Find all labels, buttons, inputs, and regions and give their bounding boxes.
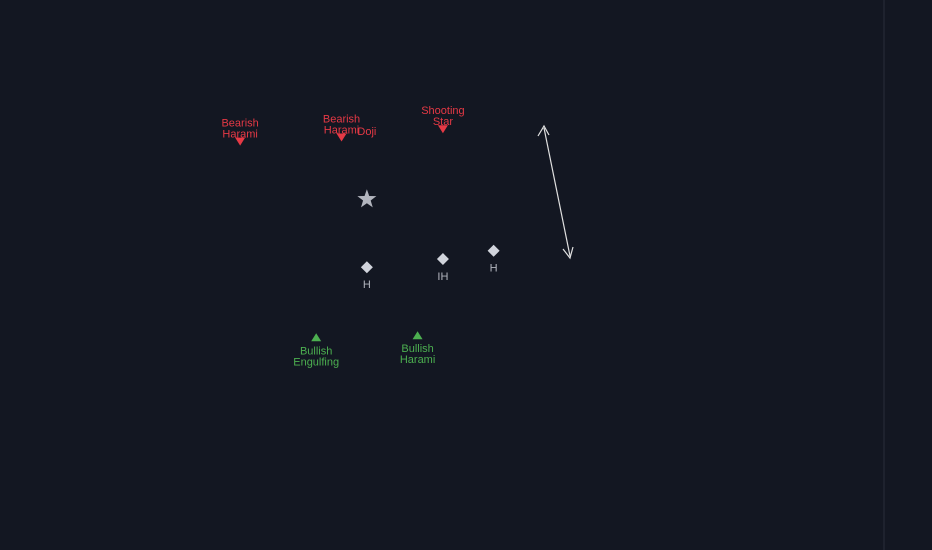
annotation-word: Doji <box>357 126 376 138</box>
shape-diamond <box>360 261 373 274</box>
annotation-arrow <box>311 333 322 342</box>
shape-label: IH <box>437 271 448 283</box>
annotation: Bearish Harami <box>323 113 360 136</box>
annotation-label: Bearish Harami <box>323 113 360 136</box>
shape-label: H <box>490 263 498 275</box>
shape-diamond <box>436 253 449 266</box>
annotation-word: Harami <box>222 129 257 141</box>
annotation-arrow <box>437 125 448 134</box>
annotation-arrow <box>412 331 423 340</box>
annotation: Bullish Harami <box>400 343 435 366</box>
annotation-word: Harami <box>400 354 435 366</box>
annotation-label: Doji <box>357 126 376 138</box>
shape-label: H <box>363 279 371 291</box>
annotation: Shooting Star <box>421 105 464 128</box>
annotation-arrow <box>336 133 347 142</box>
annotation: Doji <box>357 126 376 138</box>
annotation-word: Bearish <box>323 113 360 125</box>
annotation-label: Bullish Engulfing <box>293 345 339 368</box>
annotation-word: Engulfing <box>293 356 339 368</box>
annotation-word: Shooting <box>421 105 464 117</box>
annotation-word: Bullish <box>401 343 433 355</box>
star-marker <box>357 189 377 208</box>
projection-arrow <box>537 124 574 260</box>
annotation-word: Bearish <box>221 118 258 130</box>
shape-diamond <box>487 244 500 257</box>
annotation: Bearish Harami <box>221 118 258 141</box>
annotation-word: Star <box>433 116 454 128</box>
annotation-label: Shooting Star <box>421 105 464 128</box>
annotation-arrow <box>235 137 246 146</box>
annotation-word: Harami <box>324 124 359 136</box>
annotation-word: Bullish <box>300 345 332 357</box>
annotation-label: Bullish Harami <box>400 343 435 366</box>
annotation: Bullish Engulfing <box>293 345 339 368</box>
annotation-label: Bearish Harami <box>221 118 258 141</box>
